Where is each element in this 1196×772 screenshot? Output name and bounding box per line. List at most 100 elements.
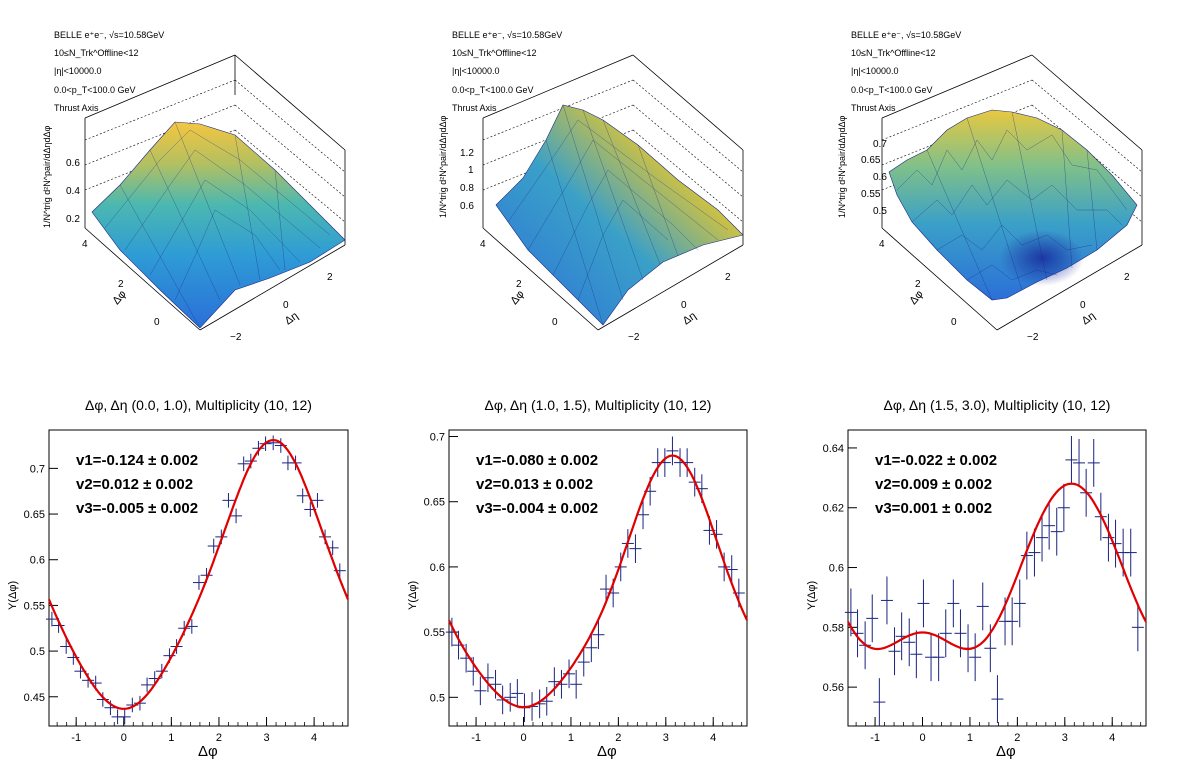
phi-tick: 2 <box>915 279 921 290</box>
y-axis-label: Y(Δφ) <box>806 581 818 610</box>
info-line-5: Thrust Axis <box>452 103 497 113</box>
fit-curve <box>448 454 748 709</box>
plot-frame <box>847 429 1147 727</box>
x-tick-label: -1 <box>870 732 880 744</box>
info-line-3: |η|<10000.0 <box>452 66 499 76</box>
z-tick: 0.7 <box>873 139 887 150</box>
y-tick-label: 0.45 <box>24 692 45 704</box>
z-tick: 0.8 <box>460 183 474 194</box>
z-axis-label: 1/N^trig d²N^pair/dΔηdΔφ <box>42 125 52 228</box>
fit-coefficient-label: v1=-0.124 ± 0.002 <box>76 452 198 469</box>
z-tick: 0.4 <box>66 186 80 197</box>
y-tick-label: 0.55 <box>424 627 445 639</box>
z-tick: 0.6 <box>66 158 80 169</box>
eta-tick: −2 <box>628 332 640 343</box>
info-line-2: 10≤N_Trk^Offline<12 <box>452 48 536 58</box>
y-tick-label: 0.7 <box>430 432 445 444</box>
info-line-2: 10≤N_Trk^Offline<12 <box>54 48 138 58</box>
y-tick-label: 0.65 <box>24 509 45 521</box>
fit-coefficient-label: v3=-0.005 ± 0.002 <box>76 500 198 517</box>
eta-tick: 2 <box>725 272 731 283</box>
x-tick-label: 4 <box>710 732 716 744</box>
x-tick-label: 1 <box>568 732 574 744</box>
z-tick: 0.5 <box>873 206 887 217</box>
phi-axis-label: Δφ <box>110 288 129 307</box>
y-tick-label: 0.62 <box>823 503 844 515</box>
surface-frame <box>482 54 744 331</box>
chart-title: Δφ, Δη (1.0, 1.5), Multiplicity (10, 12) <box>485 397 712 413</box>
eta-tick: 2 <box>327 272 333 283</box>
y-tick-label: 0.5 <box>30 646 45 658</box>
eta-axis-label: Δη <box>283 310 301 328</box>
y-tick-label: 0.5 <box>430 692 445 704</box>
eta-tick: 0 <box>1080 300 1086 311</box>
surface-mesh <box>495 104 744 326</box>
info-line-2: 10≤N_Trk^Offline<12 <box>851 48 935 58</box>
fit-curve <box>47 438 350 710</box>
info-box: BELLE e⁺e⁻, √s=10.58GeV 10≤N_Trk^Offline… <box>54 30 164 113</box>
info-line-4: 0.0<p_T<100.0 GeV <box>851 85 933 95</box>
y-axis-label: Y(Δφ) <box>407 581 419 610</box>
fit-coefficient-label: v1=-0.080 ± 0.002 <box>476 452 598 469</box>
x-tick-label: 2 <box>1014 732 1020 744</box>
fit-coefficient-label: v2=0.013 ± 0.002 <box>476 476 593 493</box>
info-line-5: Thrust Axis <box>54 103 99 113</box>
x-tick-label: 1 <box>168 732 174 744</box>
chart-title: Δφ, Δη (0.0, 1.0), Multiplicity (10, 12) <box>85 397 312 413</box>
x-tick-label: 0 <box>919 732 925 744</box>
info-line-3: |η|<10000.0 <box>851 66 898 76</box>
z-axis: 0.5 0.55 0.6 0.65 0.7 <box>861 139 887 217</box>
fit-panel-1: Δφ, Δη (0.0, 1.0), Multiplicity (10, 12)… <box>7 397 350 760</box>
x-tick-label: 4 <box>1109 732 1115 744</box>
eta-axis-label: Δη <box>1080 310 1098 328</box>
eta-tick: −2 <box>1027 332 1039 343</box>
x-tick-label: 3 <box>263 732 269 744</box>
x-axis-label: Δφ <box>996 743 1016 760</box>
x-tick-label: 2 <box>216 732 222 744</box>
surface-plot-1: BELLE e⁺e⁻, √s=10.58GeV 10≤N_Trk^Offline… <box>42 30 346 343</box>
x-tick-label: -1 <box>471 732 481 744</box>
x-tick-label: 3 <box>1062 732 1068 744</box>
fit-coefficient-label: v3=-0.004 ± 0.002 <box>476 500 598 517</box>
z-tick: 0.6 <box>460 201 474 212</box>
fit-panel-3: Δφ, Δη (1.5, 3.0), Multiplicity (10, 12)… <box>806 397 1147 760</box>
info-line-1: BELLE e⁺e⁻, √s=10.58GeV <box>452 30 562 40</box>
surface-plot-2: BELLE e⁺e⁻, √s=10.58GeV 10≤N_Trk^Offline… <box>438 30 744 343</box>
eta-tick: 2 <box>1124 272 1130 283</box>
y-tick-label: 0.64 <box>823 443 844 455</box>
z-tick: 0.55 <box>861 189 881 200</box>
y-tick-label: 0.7 <box>30 463 45 475</box>
fit-coefficient-label: v2=0.012 ± 0.002 <box>76 476 193 493</box>
y-tick-label: 0.6 <box>829 563 844 575</box>
y-tick-label: 0.55 <box>24 600 45 612</box>
phi-tick: 0 <box>154 317 160 328</box>
x-tick-label: -1 <box>71 732 81 744</box>
y-axis-label: Y(Δφ) <box>7 581 19 610</box>
surface-mesh <box>91 121 346 329</box>
info-line-1: BELLE e⁺e⁻, √s=10.58GeV <box>54 30 164 40</box>
x-tick-label: 1 <box>967 732 973 744</box>
phi-tick: 4 <box>879 239 885 250</box>
info-line-4: 0.0<p_T<100.0 GeV <box>452 85 534 95</box>
x-axis-label: Δφ <box>597 743 617 760</box>
phi-axis-label: Δφ <box>508 288 527 307</box>
phi-tick: 4 <box>82 239 88 250</box>
y-tick-label: 0.56 <box>823 682 844 694</box>
plot-frame <box>448 429 748 727</box>
surface-frame <box>84 54 346 331</box>
y-tick-label: 0.58 <box>823 622 844 634</box>
eta-tick: 0 <box>283 300 289 311</box>
fit-coefficient-label: v2=0.009 ± 0.002 <box>875 476 992 493</box>
x-tick-label: 0 <box>121 732 127 744</box>
z-axis-label: 1/N^trig d²N^pair/dΔηdΔφ <box>837 115 847 218</box>
surface-frame <box>881 54 1143 331</box>
fit-coefficient-label: v1=-0.022 ± 0.002 <box>875 452 997 469</box>
z-axis: 0.6 0.8 1 1.2 <box>460 148 474 212</box>
info-line-5: Thrust Axis <box>851 103 896 113</box>
y-tick-label: 0.6 <box>30 555 45 567</box>
x-tick-label: 4 <box>311 732 317 744</box>
eta-tick: 0 <box>681 300 687 311</box>
plot-frame <box>48 429 349 727</box>
info-line-4: 0.0<p_T<100.0 GeV <box>54 85 136 95</box>
